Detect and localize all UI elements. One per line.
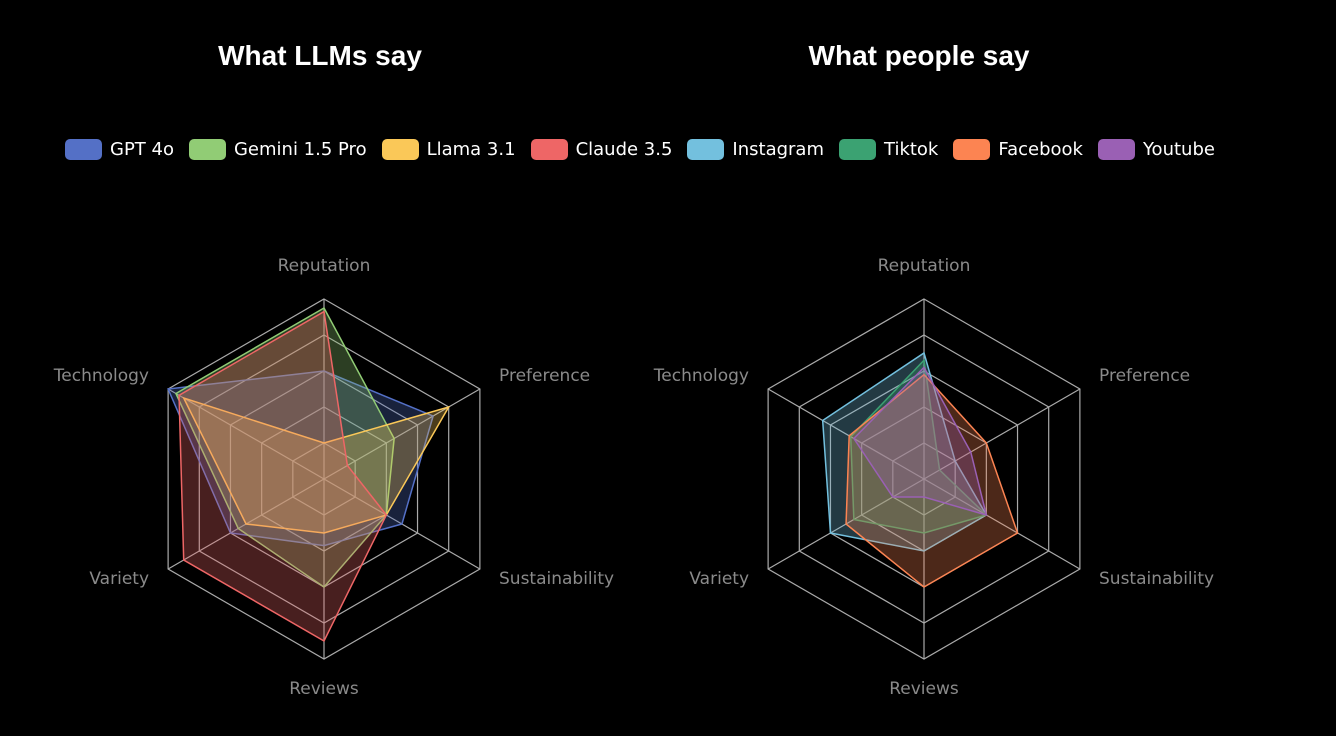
legend-item-llama-3-1[interactable]: Llama 3.1 [381, 139, 516, 160]
axis-spoke [323, 388, 481, 480]
axis-label-reviews: Reviews [889, 679, 959, 699]
legend-swatch [687, 139, 725, 160]
axis-spoke [923, 388, 1081, 480]
axis-label-reputation: Reputation [878, 256, 971, 276]
axis-label-preference: Preference [499, 366, 590, 386]
legend-swatch [953, 139, 991, 160]
legend-swatch [839, 139, 876, 160]
legend-label: Instagram [732, 139, 824, 160]
legend-swatch [1097, 139, 1135, 160]
legend-swatch [530, 139, 568, 160]
axis-label-technology: Technology [53, 366, 149, 386]
legend-item-facebook[interactable]: Facebook [953, 139, 1083, 160]
axis-label-preference: Preference [1099, 366, 1190, 386]
legend-item-gpt-4o[interactable]: GPT 4o [65, 139, 174, 160]
axis-label-variety: Variety [89, 569, 149, 589]
series-area-claude-3-5[interactable] [178, 310, 388, 643]
legend-swatch [65, 139, 102, 160]
legend-label: Facebook [998, 139, 1083, 160]
axis-spoke [767, 388, 925, 480]
axis-label-variety: Variety [689, 569, 749, 589]
series-area-facebook[interactable] [845, 373, 1019, 588]
legend-swatch [381, 139, 419, 160]
series-area-tiktok[interactable] [849, 358, 988, 534]
series-area-instagram[interactable] [821, 351, 988, 552]
right-chart-title: What people say [808, 40, 1030, 71]
legend-item-gemini-1-5-pro[interactable]: Gemini 1.5 Pro [188, 139, 367, 160]
axis-label-sustainability: Sustainability [499, 569, 614, 589]
legend-label: Claude 3.5 [575, 139, 673, 160]
legend-swatch [188, 139, 226, 160]
axis-spoke [923, 478, 1081, 570]
series-area-youtube[interactable] [852, 366, 988, 517]
legend-item-tiktok[interactable]: Tiktok [839, 139, 938, 160]
legend-label: Tiktok [884, 139, 939, 160]
legend: GPT 4o Gemini 1.5 Pro Llama 3.1 Claude 3.5 I… [65, 139, 1230, 160]
legend-label: Youtube [1142, 139, 1215, 160]
axis-label-sustainability: Sustainability [1099, 569, 1214, 589]
legend-label: Gemini 1.5 Pro [233, 139, 367, 160]
series-area-gemini-1-5-pro[interactable] [174, 306, 395, 588]
radar-chart-llms: Reputation Preference Sustainability Review… [53, 256, 614, 699]
axis-spoke [167, 388, 325, 480]
legend-item-youtube[interactable]: Youtube [1097, 139, 1215, 160]
series-area-llama-3-1[interactable] [182, 396, 451, 534]
axis-label-reviews: Reviews [289, 679, 359, 699]
legend-label: GPT 4o [110, 139, 174, 160]
legend-label: Llama 3.1 [426, 139, 516, 160]
left-chart-title: What LLMs say [218, 40, 422, 71]
legend-item-claude-3-5[interactable]: Claude 3.5 [530, 139, 673, 160]
legend-item-instagram[interactable]: Instagram [687, 139, 824, 160]
axis-label-reputation: Reputation [278, 256, 371, 276]
radar-chart-people: Reputation Preference Sustainability Review… [653, 256, 1214, 699]
axis-label-technology: Technology [653, 366, 749, 386]
